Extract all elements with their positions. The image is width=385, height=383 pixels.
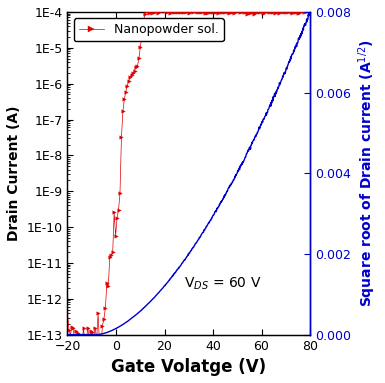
Nanopowder sol. (307, 11, 312, 15)
Nanopowder sol. (65, 311, 70, 316)
Nanopowder sol. (153, 10, 157, 15)
X-axis label: Gate Volatge (V): Gate Volatge (V) (111, 358, 266, 376)
Legend: Nanopowder sol.: Nanopowder sol. (74, 18, 224, 41)
Nanopowder sol. (192, 9, 197, 14)
Text: V$_{DS}$ = 60 V: V$_{DS}$ = 60 V (184, 276, 261, 293)
Nanopowder sol. (72, 343, 77, 348)
Y-axis label: Square root of Drain current (A$^{1/2}$): Square root of Drain current (A$^{1/2}$) (357, 39, 378, 307)
Nanopowder sol. (100, 323, 105, 328)
Nanopowder sol. (99, 343, 103, 348)
Nanopowder sol. (189, 9, 194, 13)
Nanopowder sol. (227, 11, 232, 15)
Line: Nanopowder sol.: Nanopowder sol. (66, 9, 311, 347)
Y-axis label: Drain Current (A): Drain Current (A) (7, 106, 21, 241)
Nanopowder sol. (160, 8, 164, 13)
